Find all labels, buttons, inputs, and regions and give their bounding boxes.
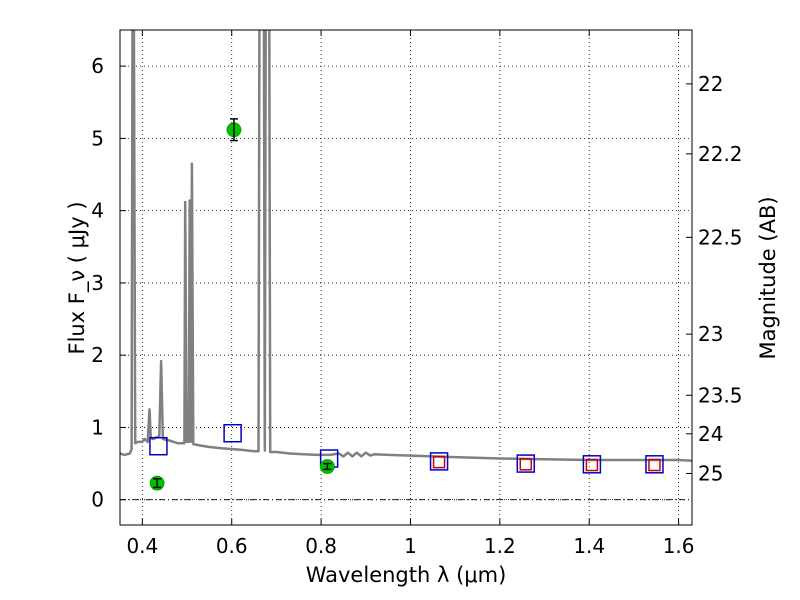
y-tick-label: 4 [91, 199, 104, 223]
model-photometry-blue-box [429, 452, 449, 471]
x-axis-label-text: Wavelength λ (μm) [306, 563, 507, 587]
y-axis-right-label: Magnitude (AB) [756, 196, 780, 359]
grid [120, 30, 692, 525]
y2-tick-label: 22.2 [698, 142, 743, 166]
model-spectrum-line [120, 30, 692, 462]
x-tick-label: 0.8 [305, 534, 337, 558]
y-tick-label: 0 [91, 488, 104, 512]
x-tick-label: 1.6 [663, 534, 695, 558]
model-photometry-blue-box [645, 455, 664, 474]
y-tick-label: 2 [91, 343, 104, 367]
model-photometry-blue-box [582, 455, 602, 474]
model-photometry-blue-box [516, 454, 536, 473]
y-axis-label-text: Flux F_ν ( μJy ) [65, 201, 90, 354]
y-axis-left: 0 1 2 3 4 5 6 [91, 54, 126, 512]
y2-tick-label: 23.5 [698, 383, 743, 407]
y2-tick-label: 24 [698, 422, 723, 446]
x-tick-label: 0.4 [126, 534, 158, 558]
y-tick-label: 1 [91, 415, 104, 439]
model-photometry-red-box [519, 458, 533, 471]
y2-tick-label: 22.5 [698, 225, 743, 249]
y-axis-label: Flux F_ν ( μJy ) [65, 201, 90, 354]
x-tick-label: 1 [404, 534, 417, 558]
x-tick-label: 0.6 [216, 534, 248, 558]
x-axis: 0.4 0.6 0.8 1 1.2 1.4 1.6 [126, 30, 695, 558]
y-axis-right-label-text: Magnitude (AB) [756, 196, 780, 359]
x-tick-label: 1.2 [484, 534, 516, 558]
y2-tick-label: 23 [698, 322, 723, 346]
y-tick-label: 5 [91, 126, 104, 150]
model-photometry-blue-box [223, 423, 242, 443]
y-tick-label: 3 [91, 271, 104, 295]
model-photometry-red-box [585, 458, 599, 472]
y-axis-right: 22 22.2 22.5 23 23.5 24 25 [686, 72, 743, 485]
x-tick-label: 1.4 [573, 534, 605, 558]
x-axis-label: Wavelength λ (μm) [306, 563, 507, 587]
plot-area [120, 30, 692, 491]
model-photometry-blue-box [149, 436, 168, 456]
model-photometry-red-box [648, 458, 661, 472]
y-tick-label: 6 [91, 54, 104, 78]
plot-frame [119, 29, 693, 526]
y2-tick-label: 22 [698, 72, 723, 96]
model-photometry-red-box [432, 455, 446, 469]
y2-tick-label: 25 [698, 461, 723, 485]
